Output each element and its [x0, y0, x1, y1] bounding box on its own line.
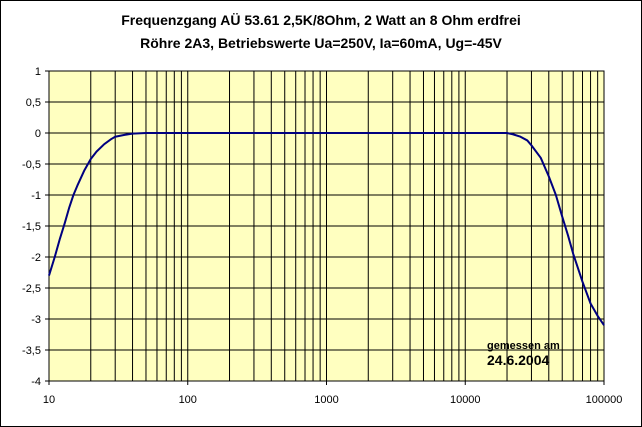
- x-axis-tick-labels: 10 100 1000 10000 100000: [43, 381, 622, 406]
- x-tick-label: 100000: [586, 394, 623, 406]
- y-tick-label: -0,5: [22, 159, 41, 171]
- y-tick-label: 1: [35, 66, 41, 78]
- measurement-annotation: gemessen am 24.6.2004: [487, 340, 560, 368]
- frequency-response-line: [48, 132, 605, 326]
- y-tick-label: -3,5: [22, 345, 41, 357]
- gridlines: [49, 71, 604, 381]
- x-tick-label: 10000: [450, 394, 481, 406]
- y-tick-label: -1: [31, 190, 41, 202]
- y-tick-label: -1,5: [22, 221, 41, 233]
- y-tick-label: 0,5: [26, 97, 41, 109]
- annotation-line-1: gemessen am: [487, 340, 560, 352]
- annotation-line-2: 24.6.2004: [487, 352, 549, 368]
- chart-subtitle: Röhre 2A3, Betriebswerte Ua=250V, Ia=60m…: [140, 35, 502, 51]
- y-tick-label: -3: [31, 314, 41, 326]
- y-tick-label: -2: [31, 252, 41, 264]
- y-tick-label: -4: [31, 376, 41, 388]
- x-tick-label: 10: [43, 394, 55, 406]
- chart-title: Frequenzgang AÜ 53.61 2,5K/8Ohm, 2 Watt …: [121, 12, 521, 28]
- x-tick-label: 100: [179, 394, 197, 406]
- y-tick-label: -2,5: [22, 283, 41, 295]
- y-axis-tick-labels: 1 0,5 0 -0,5 -1 -1,5 -2 -2,5 -3 -3,5 -4: [22, 66, 49, 388]
- x-tick-label: 1000: [314, 394, 338, 406]
- y-tick-label: 0: [35, 128, 41, 140]
